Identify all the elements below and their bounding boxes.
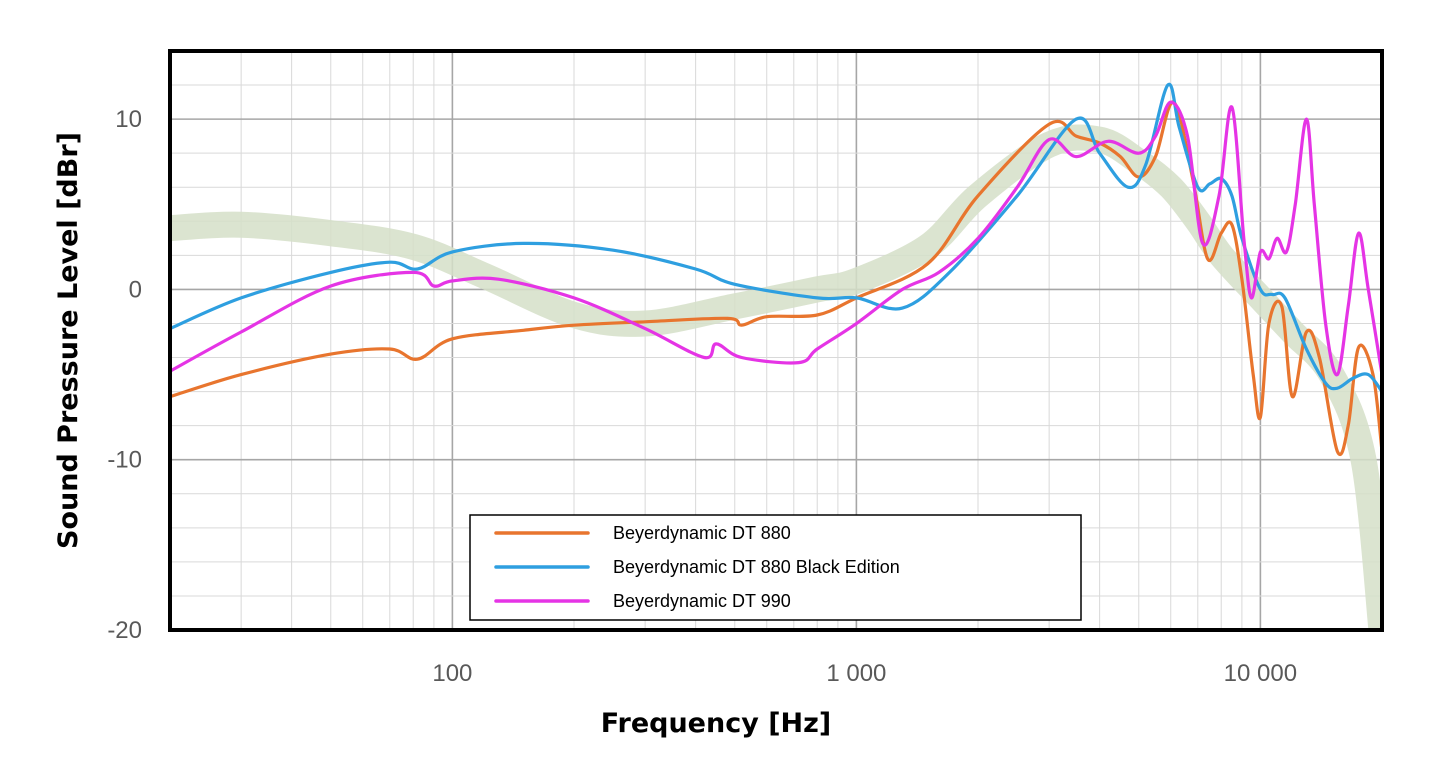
x-axis-title: Frequency [Hz] bbox=[601, 708, 831, 739]
series-line-1 bbox=[170, 100, 1382, 457]
y-tick-label: 10 bbox=[115, 106, 142, 133]
series-line-2 bbox=[170, 82, 1382, 394]
x-tick-label: 1 000 bbox=[826, 660, 886, 687]
legend-label-1: Beyerdynamic DT 880 bbox=[613, 523, 791, 543]
y-tick-labels: 10 0 -10 -20 bbox=[107, 106, 142, 644]
series-layer bbox=[170, 82, 1382, 457]
x-tick-labels: 100 1 000 10 000 bbox=[432, 660, 1297, 687]
x-tick-label: 10 000 bbox=[1224, 660, 1297, 687]
y-tick-label: -20 bbox=[107, 617, 142, 644]
legend-label-3: Beyerdynamic DT 990 bbox=[613, 591, 791, 611]
legend-entries: Beyerdynamic DT 880 Beyerdynamic DT 880 B… bbox=[494, 523, 900, 611]
y-tick-label: 0 bbox=[129, 276, 142, 303]
series-line-3 bbox=[170, 100, 1382, 377]
legend-label-2: Beyerdynamic DT 880 Black Edition bbox=[613, 557, 900, 577]
plot-frame bbox=[168, 49, 1384, 632]
x-tick-label: 100 bbox=[432, 660, 472, 687]
y-axis-title: Sound Pressure Level [dBr] bbox=[53, 132, 84, 549]
legend: Beyerdynamic DT 880 Beyerdynamic DT 880 B… bbox=[469, 514, 1082, 621]
y-tick-label: -10 bbox=[107, 447, 142, 474]
